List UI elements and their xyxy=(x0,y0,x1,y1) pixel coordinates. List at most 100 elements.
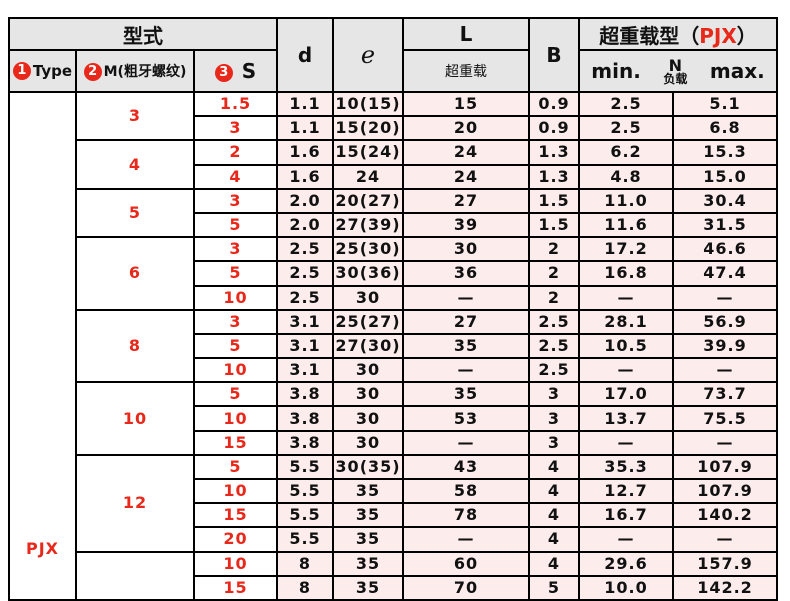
s-value: 10 xyxy=(193,405,278,432)
d-value: 2.5 xyxy=(276,236,334,263)
max-load: 15.0 xyxy=(672,163,778,190)
min-load: 29.6 xyxy=(578,550,674,577)
b-value: 2 xyxy=(528,284,580,311)
table-row: 10 3.1 30—2.5— — xyxy=(9,357,778,384)
l-value: 53 xyxy=(402,405,530,432)
e-value: 35 xyxy=(332,477,404,505)
b-value: 0.9 xyxy=(528,115,580,142)
table-row: 3 1.1 15(20) 20 0.9 2.5 6.8 xyxy=(9,115,778,142)
b-value: 4 xyxy=(528,477,580,505)
e-value: 35 xyxy=(332,526,404,553)
l-value: 43 xyxy=(402,453,530,481)
min-load: 13.7 xyxy=(578,405,674,432)
e-value: 35 xyxy=(332,574,404,601)
d-value: 3.8 xyxy=(276,405,334,432)
s-value: 15 xyxy=(193,502,278,529)
d-value: 2.0 xyxy=(276,211,334,239)
e-value: 35 xyxy=(332,550,404,577)
b-value: 3 xyxy=(528,429,580,456)
e-value: 30 xyxy=(332,357,404,384)
min-load: 6.2 xyxy=(578,139,674,166)
min-load: 4.8 xyxy=(578,163,674,190)
d-value: 1.6 xyxy=(276,163,334,190)
l-value: 27 xyxy=(402,187,530,214)
l-value: 24 xyxy=(402,163,530,190)
e-header: e xyxy=(332,17,404,93)
type-header: 1 Type xyxy=(8,49,77,93)
l-value: 35 xyxy=(402,332,530,360)
d-value: 1.1 xyxy=(276,90,334,118)
table-row: 5 3.1 27(30) 35 2.5 10.5 39.9 xyxy=(9,332,778,360)
b-value: 1.5 xyxy=(528,211,580,239)
e-value: 24 xyxy=(332,163,404,190)
max-load: 15.3 xyxy=(672,139,778,166)
l-value: 58 xyxy=(402,477,530,505)
s-value: 5 xyxy=(193,453,278,481)
d-value: 5.5 xyxy=(276,526,334,553)
min-load: 2.5 xyxy=(578,115,674,142)
b-value: 0.9 xyxy=(528,90,580,118)
load-header: min. N 负载 max. xyxy=(578,49,778,93)
e-value: 25(27) xyxy=(332,308,404,335)
l-value: 35 xyxy=(402,381,530,408)
min-load: — xyxy=(578,429,674,456)
max-load: 140.2 xyxy=(672,502,778,529)
max-load: — xyxy=(672,284,778,311)
max-load: — xyxy=(672,357,778,384)
min-load: — xyxy=(578,357,674,384)
s-value: 5 xyxy=(193,260,278,287)
d-value: 3.1 xyxy=(276,332,334,360)
e-value: 35 xyxy=(332,502,404,529)
e-value: 25(30) xyxy=(332,236,404,263)
d-value: 3.1 xyxy=(276,308,334,335)
table-row: 20 5.5 35—4— — xyxy=(9,526,778,553)
d-value: 2.5 xyxy=(276,284,334,311)
e-value: 30(35) xyxy=(332,453,404,481)
l-value: 24 xyxy=(402,139,530,166)
max-load: 73.7 xyxy=(672,381,778,408)
e-value: 10(15) xyxy=(332,90,404,118)
min-load: 28.1 xyxy=(578,308,674,335)
s-value: 10 xyxy=(193,550,278,577)
s-header: 3 S xyxy=(193,49,278,93)
b-value: 1.3 xyxy=(528,163,580,190)
b-value: 2 xyxy=(528,236,580,263)
number-1-icon: 1 xyxy=(12,62,31,81)
s-value: 15 xyxy=(193,574,278,601)
max-load: 56.9 xyxy=(672,308,778,335)
m-size-cell: 5 xyxy=(75,187,195,239)
min-load: 35.3 xyxy=(578,453,674,481)
l-value: 20 xyxy=(402,115,530,142)
number-2-icon: 2 xyxy=(83,63,102,81)
max-load: 142.2 xyxy=(672,574,778,601)
d-value: 8 xyxy=(276,550,334,577)
l-value: — xyxy=(402,526,530,553)
s-value: 10 xyxy=(193,477,278,505)
s-value: 4 xyxy=(193,163,278,190)
e-value: 30 xyxy=(332,429,404,456)
b-value: 2.5 xyxy=(528,308,580,335)
max-load: 30.4 xyxy=(672,187,778,214)
e-value: 30 xyxy=(332,405,404,432)
l-value: 15 xyxy=(402,90,530,118)
min-load: 16.8 xyxy=(578,260,674,287)
d-value: 3.8 xyxy=(276,381,334,408)
b-value: 5 xyxy=(528,574,580,601)
min-load: 2.5 xyxy=(578,90,674,118)
spec-table: 型式 d e L B 超重载型（PJX） 1 Type 2 M(粗牙螺纹) 3 S … xyxy=(8,17,778,601)
d-value: 8 xyxy=(276,574,334,601)
d-value: 3.8 xyxy=(276,429,334,456)
b-value: 3 xyxy=(528,405,580,432)
l-value: 78 xyxy=(402,502,530,529)
e-value: 15(24) xyxy=(332,139,404,166)
e-value: 30 xyxy=(332,381,404,408)
b-value: 2.5 xyxy=(528,332,580,360)
min-load: 17.0 xyxy=(578,381,674,408)
s-value: 2 xyxy=(193,139,278,166)
number-3-icon: 3 xyxy=(214,63,233,82)
table-row: 8 3 3.1 25(27) 27 2.5 28.1 56.9 xyxy=(9,308,778,384)
s-value: 5 xyxy=(193,211,278,239)
d-value: 5.5 xyxy=(276,502,334,529)
d-value: 2.0 xyxy=(276,187,334,214)
heavy-load-header: 超重载型（PJX） xyxy=(578,17,778,51)
